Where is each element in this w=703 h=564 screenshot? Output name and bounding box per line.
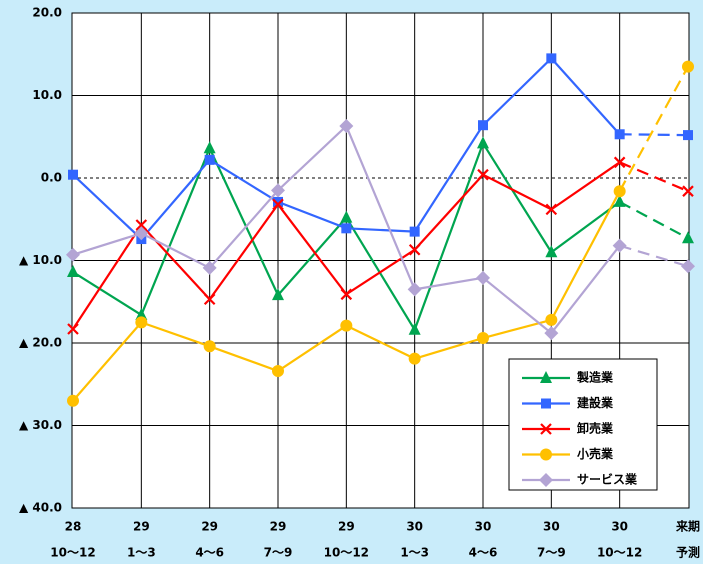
legend-label: 建設業: [576, 395, 614, 410]
y-tick-label: 20.0: [32, 6, 62, 20]
marker: [540, 448, 552, 461]
x-tick-label: 30: [475, 520, 492, 534]
marker: [272, 198, 284, 211]
forecast-line: [619, 161, 689, 193]
marker: [682, 185, 694, 197]
marker: [68, 169, 78, 180]
marker: [541, 398, 551, 409]
marker: [203, 293, 216, 306]
x-tick-label: 7～9: [537, 546, 566, 560]
marker: [478, 120, 488, 131]
marker: [683, 130, 693, 141]
marker: [135, 316, 148, 329]
marker: [614, 129, 625, 140]
y-tick-label: ▲ 10.0: [19, 253, 62, 267]
marker: [134, 226, 149, 241]
marker: [681, 259, 695, 274]
y-tick-label: ▲ 40.0: [19, 501, 62, 515]
x-tick-label: 4～6: [195, 546, 224, 560]
x-tick-label: 29: [201, 520, 218, 534]
x-tick-label: 28: [65, 520, 82, 534]
x-tick-label: 10～12: [324, 546, 369, 560]
forecast-line: [618, 66, 689, 192]
x-tick-label: 30: [406, 520, 423, 534]
marker: [407, 282, 422, 297]
y-tick-label: 0.0: [41, 171, 62, 185]
marker: [273, 196, 283, 207]
marker: [545, 203, 558, 216]
marker: [204, 154, 215, 165]
marker: [272, 288, 284, 301]
marker: [682, 60, 694, 73]
x-tick-label: 1～3: [127, 546, 156, 560]
x-tick-label: 7～9: [264, 546, 293, 560]
marker: [341, 223, 352, 234]
marker: [340, 288, 353, 301]
legend-label: 卸売業: [577, 421, 614, 436]
marker: [409, 226, 420, 237]
marker: [340, 319, 353, 332]
x-tick-label: 29: [133, 520, 150, 534]
marker: [408, 322, 421, 335]
forecast-line: [619, 244, 689, 268]
x-tick-label: 30: [611, 520, 628, 534]
marker: [271, 183, 285, 198]
marker: [613, 156, 626, 169]
marker: [544, 326, 559, 341]
y-tick-label: 10.0: [32, 88, 62, 102]
marker: [67, 265, 79, 278]
x-tick-label: 29: [338, 520, 355, 534]
marker: [135, 307, 148, 320]
legend-label: サービス業: [577, 472, 638, 487]
marker: [202, 260, 217, 275]
x-tick-label: 来期: [675, 519, 700, 534]
marker: [477, 332, 489, 345]
forecast-line: [619, 133, 689, 137]
marker: [203, 340, 216, 353]
marker: [408, 243, 421, 256]
marker: [67, 323, 79, 335]
marker: [66, 247, 80, 262]
marker: [612, 238, 627, 253]
marker: [613, 194, 626, 207]
marker: [408, 352, 421, 365]
marker: [546, 53, 557, 64]
x-tick-label: 4～6: [469, 546, 498, 560]
x-tick-label: 予測: [676, 545, 700, 560]
marker: [477, 168, 489, 181]
legend-label: 製造業: [576, 370, 614, 385]
x-tick-label: 29: [270, 520, 287, 534]
legend: [508, 358, 658, 491]
marker: [682, 231, 694, 244]
marker: [477, 136, 489, 149]
marker: [539, 473, 553, 487]
marker: [135, 219, 148, 231]
x-tick-label: 1～3: [400, 546, 429, 560]
marker: [613, 185, 626, 198]
x-tick-label: 30: [543, 520, 560, 534]
legend-label: 小売業: [577, 446, 614, 461]
x-tick-label: 10～12: [50, 546, 95, 560]
forecast-line: [619, 200, 689, 240]
marker: [67, 394, 79, 407]
marker: [340, 210, 353, 223]
y-tick-label: ▲ 20.0: [19, 336, 62, 350]
marker: [545, 245, 558, 258]
marker: [540, 423, 552, 435]
marker: [339, 119, 354, 134]
marker: [476, 270, 490, 285]
y-tick-label: ▲ 30.0: [19, 418, 62, 432]
x-tick-label: 10～12: [597, 546, 642, 560]
marker: [272, 365, 284, 378]
marker: [203, 141, 216, 154]
marker: [545, 313, 558, 326]
marker: [540, 371, 552, 383]
